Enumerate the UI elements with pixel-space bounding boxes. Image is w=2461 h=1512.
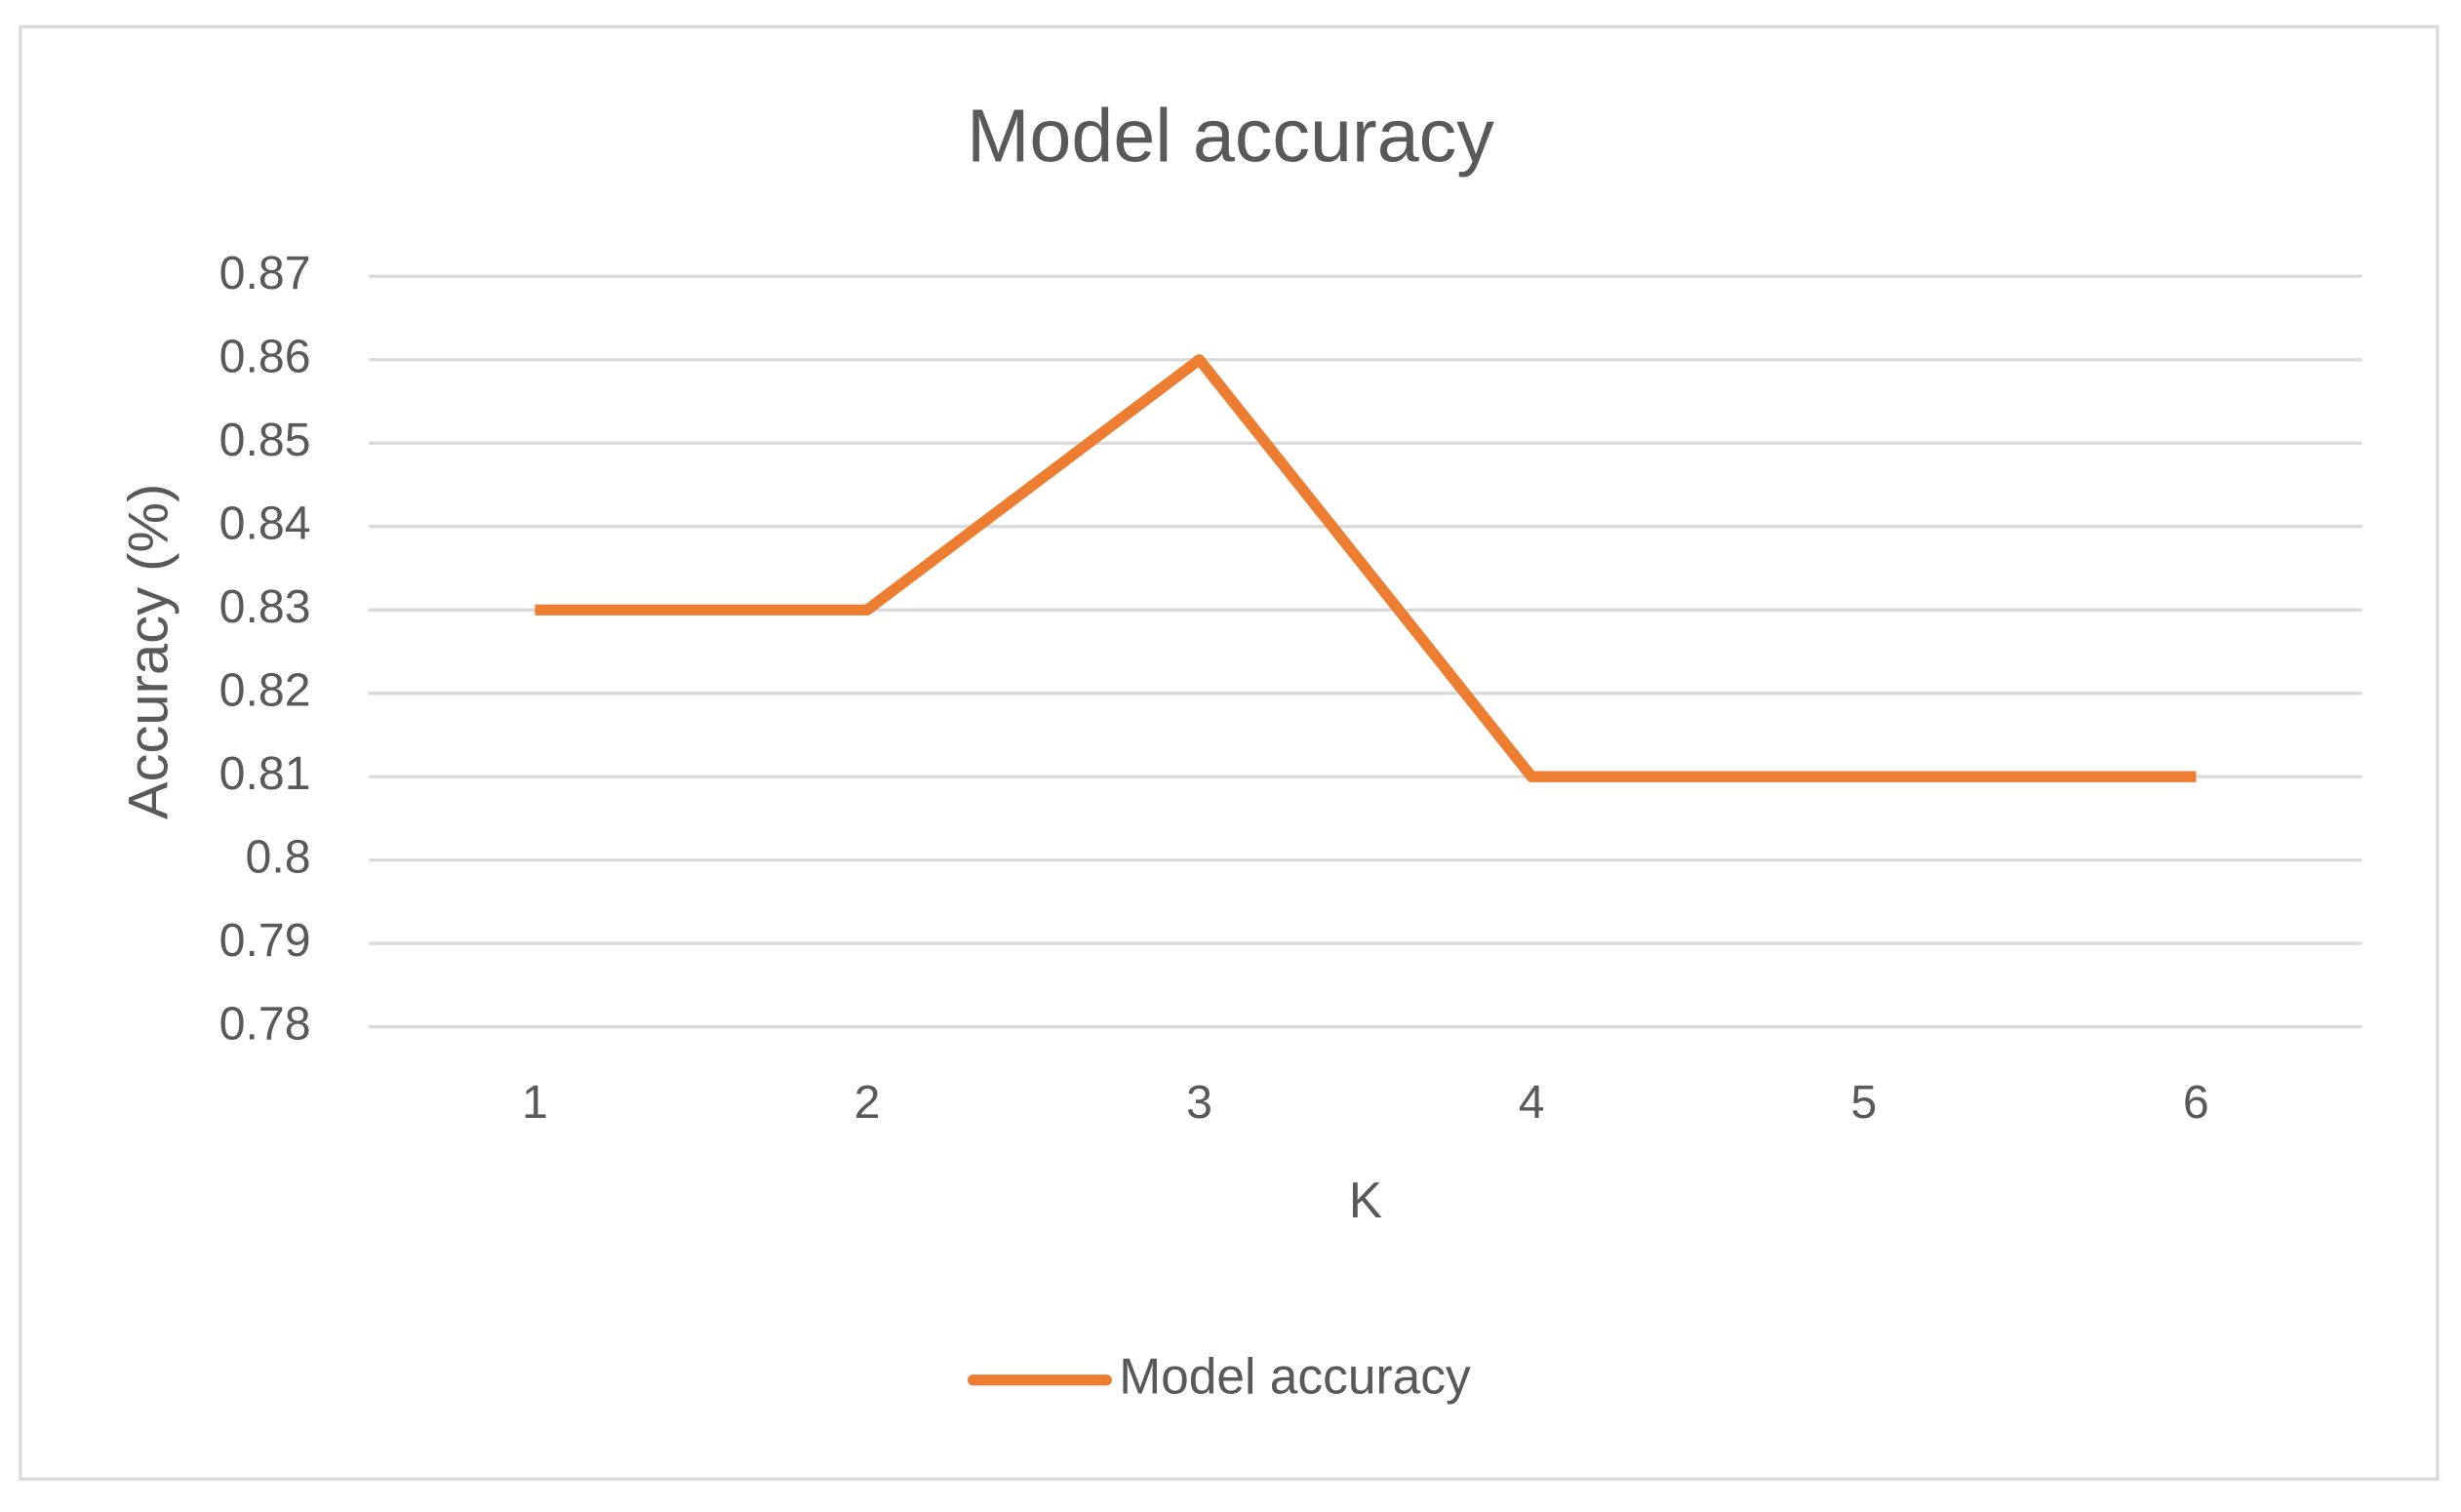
x-tick-label: 3 [1186,1076,1212,1129]
y-tick-label: 0.81 [219,747,311,800]
data-line [535,354,2197,782]
legend-label: Model accuracy [1119,1347,1471,1404]
chart-border [19,24,2440,1481]
y-tick-label: 0.84 [219,497,311,549]
y-tick-label: 0.82 [219,663,311,716]
y-tick-label: 0.87 [219,247,311,299]
y-tick-label: 0.86 [219,331,311,383]
y-tick-label: 0.83 [219,580,311,633]
x-tick-label: 5 [1850,1076,1877,1129]
x-tick-label: 4 [1519,1076,1545,1129]
y-tick-label: 0.8 [245,830,310,883]
x-axis-title: K [1349,1172,1382,1228]
y-axis-title: Accuracy (%) [117,484,179,819]
y-tick-label: 0.85 [219,414,311,466]
x-tick-label: 6 [2183,1076,2209,1129]
y-tick-label: 0.79 [219,914,311,967]
x-tick-label: 2 [854,1076,881,1129]
chart-title: Model accuracy [967,94,1494,178]
x-tick-label: 1 [522,1076,548,1129]
y-tick-label: 0.78 [219,997,311,1050]
